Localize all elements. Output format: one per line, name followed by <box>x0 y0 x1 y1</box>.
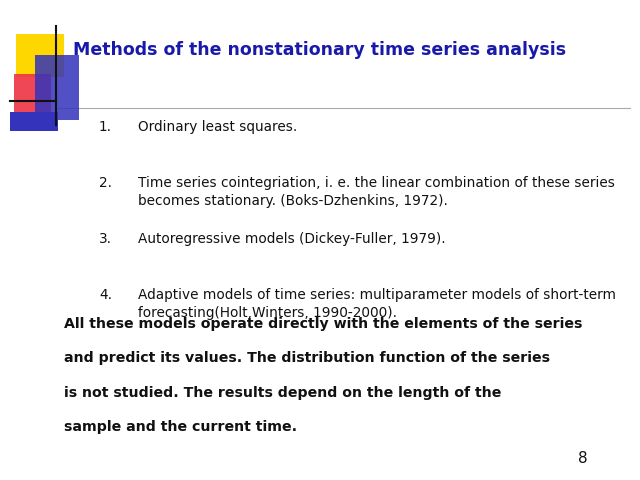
Bar <box>16 34 64 77</box>
Bar <box>10 112 58 131</box>
Text: 4.: 4. <box>99 288 112 302</box>
Text: 8: 8 <box>577 451 588 466</box>
Text: is not studied. The results depend on the length of the: is not studied. The results depend on th… <box>64 386 501 400</box>
Text: and predict its values. The distribution function of the series: and predict its values. The distribution… <box>64 351 550 365</box>
Text: 2.: 2. <box>99 176 112 190</box>
Text: Adaptive models of time series: multiparameter models of short-term
forecasting(: Adaptive models of time series: multipar… <box>138 288 616 320</box>
Text: Methods of the nonstationary time series analysis: Methods of the nonstationary time series… <box>74 41 566 60</box>
Text: Autoregressive models (Dickey-Fuller, 1979).: Autoregressive models (Dickey-Fuller, 19… <box>138 232 445 246</box>
Bar <box>14 74 51 118</box>
Bar <box>35 55 79 120</box>
Text: 1.: 1. <box>99 120 112 134</box>
Text: sample and the current time.: sample and the current time. <box>64 420 297 434</box>
Text: Ordinary least squares.: Ordinary least squares. <box>138 120 297 134</box>
Text: All these models operate directly with the elements of the series: All these models operate directly with t… <box>64 317 582 331</box>
Text: Time series cointegriation, i. e. the linear combination of these series
becomes: Time series cointegriation, i. e. the li… <box>138 176 614 208</box>
Text: 3.: 3. <box>99 232 112 246</box>
